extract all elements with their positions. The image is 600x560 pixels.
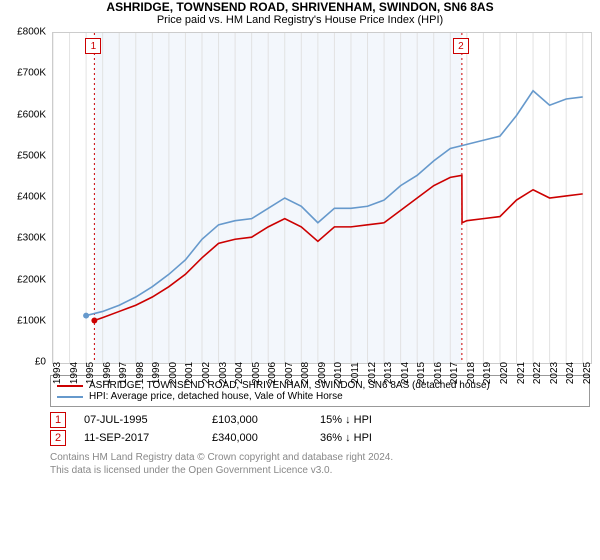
x-axis-tick: 2024	[565, 362, 576, 384]
x-axis-tick: 2013	[383, 362, 394, 384]
y-axis-tick: £600K	[17, 109, 46, 120]
x-axis-tick: 2022	[532, 362, 543, 384]
transaction-price: £103,000	[212, 414, 302, 426]
transaction-date: 07-JUL-1995	[84, 414, 194, 426]
x-axis-tick: 2011	[350, 362, 361, 384]
chart-title-2: Price paid vs. HM Land Registry's House …	[0, 14, 600, 26]
chart-title-1: ASHRIDGE, TOWNSEND ROAD, SHRIVENHAM, SWI…	[0, 0, 600, 14]
transaction-table: 1 07-JUL-1995 £103,000 15% ↓ HPI 2 11-SEP-201…	[50, 411, 590, 447]
x-axis-tick: 2023	[549, 362, 560, 384]
plot-svg	[52, 32, 592, 364]
x-axis-tick: 2021	[516, 362, 527, 384]
x-axis-tick: 1993	[52, 362, 63, 384]
transaction-row: 1 07-JUL-1995 £103,000 15% ↓ HPI	[50, 411, 590, 429]
legend-row: HPI: Average price, detached house, Vale…	[57, 391, 583, 402]
x-axis-tick: 2008	[300, 362, 311, 384]
x-axis-tick: 2014	[400, 362, 411, 384]
y-axis-tick: £100K	[17, 315, 46, 326]
transaction-diff: 36% ↓ HPI	[320, 432, 372, 444]
transaction-row: 2 11-SEP-2017 £340,000 36% ↓ HPI	[50, 429, 590, 447]
transaction-date: 11-SEP-2017	[84, 432, 194, 444]
footer-line-2: This data is licensed under the Open Gov…	[50, 464, 590, 477]
x-axis-tick: 2015	[416, 362, 427, 384]
y-axis-tick: £0	[35, 357, 46, 368]
legend-swatch	[57, 385, 83, 387]
y-axis-tick: £500K	[17, 150, 46, 161]
y-axis-tick: £800K	[17, 27, 46, 38]
transaction-diff: 15% ↓ HPI	[320, 414, 372, 426]
transaction-row-marker: 1	[50, 412, 66, 428]
x-axis-tick: 2000	[168, 362, 179, 384]
transaction-marker: 1	[85, 38, 101, 54]
x-axis-tick: 2003	[218, 362, 229, 384]
footer-attribution: Contains HM Land Registry data © Crown c…	[50, 451, 590, 477]
x-axis-tick: 2009	[317, 362, 328, 384]
x-axis-tick: 1999	[151, 362, 162, 384]
x-axis-tick: 1998	[135, 362, 146, 384]
x-axis-tick: 2005	[251, 362, 262, 384]
x-axis-tick: 2017	[449, 362, 460, 384]
x-axis-tick: 1996	[102, 362, 113, 384]
y-axis-tick: £400K	[17, 192, 46, 203]
x-axis-tick: 1994	[69, 362, 80, 384]
transaction-price: £340,000	[212, 432, 302, 444]
footer-line-1: Contains HM Land Registry data © Crown c…	[50, 451, 590, 464]
legend-swatch	[57, 396, 83, 398]
legend-label: HPI: Average price, detached house, Vale…	[89, 391, 343, 402]
x-axis-tick: 1997	[118, 362, 129, 384]
x-axis-tick: 2007	[284, 362, 295, 384]
x-axis-tick: 2019	[482, 362, 493, 384]
x-axis-tick: 2018	[466, 362, 477, 384]
x-axis-tick: 2016	[433, 362, 444, 384]
x-axis-tick: 2010	[333, 362, 344, 384]
x-axis-tick: 1995	[85, 362, 96, 384]
transaction-row-marker: 2	[50, 430, 66, 446]
x-axis-tick: 2002	[201, 362, 212, 384]
chart-area: £0£100K£200K£300K£400K£500K£600K£700K£80…	[52, 32, 590, 369]
transaction-marker: 2	[453, 38, 469, 54]
x-axis-tick: 2001	[184, 362, 195, 384]
x-axis-tick: 2020	[499, 362, 510, 384]
x-axis-tick: 2004	[234, 362, 245, 384]
y-axis-tick: £300K	[17, 233, 46, 244]
y-axis-tick: £700K	[17, 68, 46, 79]
x-axis-tick: 2025	[582, 362, 593, 384]
y-axis-tick: £200K	[17, 274, 46, 285]
x-axis-tick: 2006	[267, 362, 278, 384]
x-axis-tick: 2012	[367, 362, 378, 384]
